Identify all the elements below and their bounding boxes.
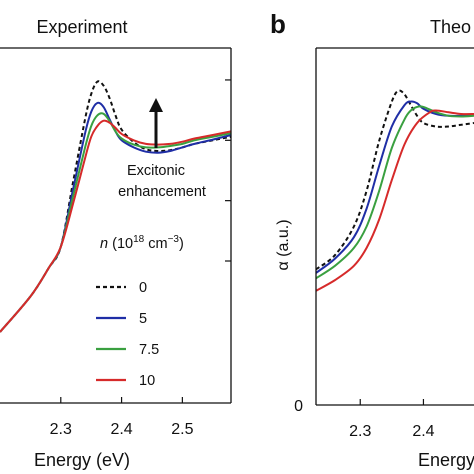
panel-a-ticks: 2.3 2.4 2.5 [50, 79, 231, 438]
panel-b-xlabel: Energy [418, 450, 474, 470]
legend: n (1018 cm−3) 0 5 7.5 10 [96, 234, 184, 389]
legend-title: n (1018 cm−3) [100, 234, 184, 252]
panel-b-ylabel: α (a.u.) [275, 219, 292, 270]
panel-a-title: Experiment [36, 17, 127, 37]
legend-title-unit2: cm [144, 236, 167, 252]
panel-a-xtick-label-2: 2.5 [171, 421, 193, 438]
panel-experiment: Experiment 2.3 2.4 2.5 Energy (eV) Exciton… [0, 17, 232, 470]
legend-label-2: 7.5 [139, 342, 159, 358]
panel-theory: b Theo 2.3 2.4 0 α (a.u.) Energy [270, 9, 474, 470]
panel-a-series-line-0 [0, 80, 232, 333]
panel-a-xtick-label-0: 2.3 [50, 421, 72, 438]
panel-b-ticks: 2.3 2.4 0 [294, 398, 435, 440]
legend-title-exp2: −3 [168, 234, 180, 245]
annotation-line-2: enhancement [118, 184, 206, 200]
legend-title-var: n [100, 236, 108, 252]
enhancement-arrow-head [149, 98, 163, 112]
legend-label-1: 5 [139, 311, 147, 327]
legend-label-0: 0 [139, 280, 147, 296]
panel-a-plot-area [0, 80, 232, 333]
panel-b-xtick-label-0: 2.3 [349, 423, 371, 440]
legend-title-close: ) [179, 236, 184, 252]
panel-a-xtick-label-1: 2.4 [110, 421, 132, 438]
panel-b-series-line-0 [315, 89, 474, 271]
panel-b-ytick-label-0: 0 [294, 398, 303, 415]
legend-items: 0 5 7.5 10 [96, 280, 159, 389]
panel-a-series-line-3 [0, 119, 232, 333]
legend-label-3: 10 [139, 373, 155, 389]
panel-b-plot-area [315, 89, 474, 292]
panel-b-title: Theo [430, 17, 471, 37]
legend-title-unit: (10 [112, 236, 133, 252]
panel-a-xlabel: Energy (eV) [34, 450, 130, 470]
panel-b-series-line-3 [315, 109, 474, 292]
panel-b-label: b [270, 9, 286, 39]
panel-a-series-line-2 [0, 112, 232, 333]
panel-b-series-line-2 [315, 105, 474, 280]
panel-b-xtick-label-1: 2.4 [412, 423, 434, 440]
annotation-line-1: Excitonic [127, 163, 185, 179]
legend-title-exp1: 18 [133, 234, 145, 245]
panel-b-series-line-1 [315, 100, 474, 274]
